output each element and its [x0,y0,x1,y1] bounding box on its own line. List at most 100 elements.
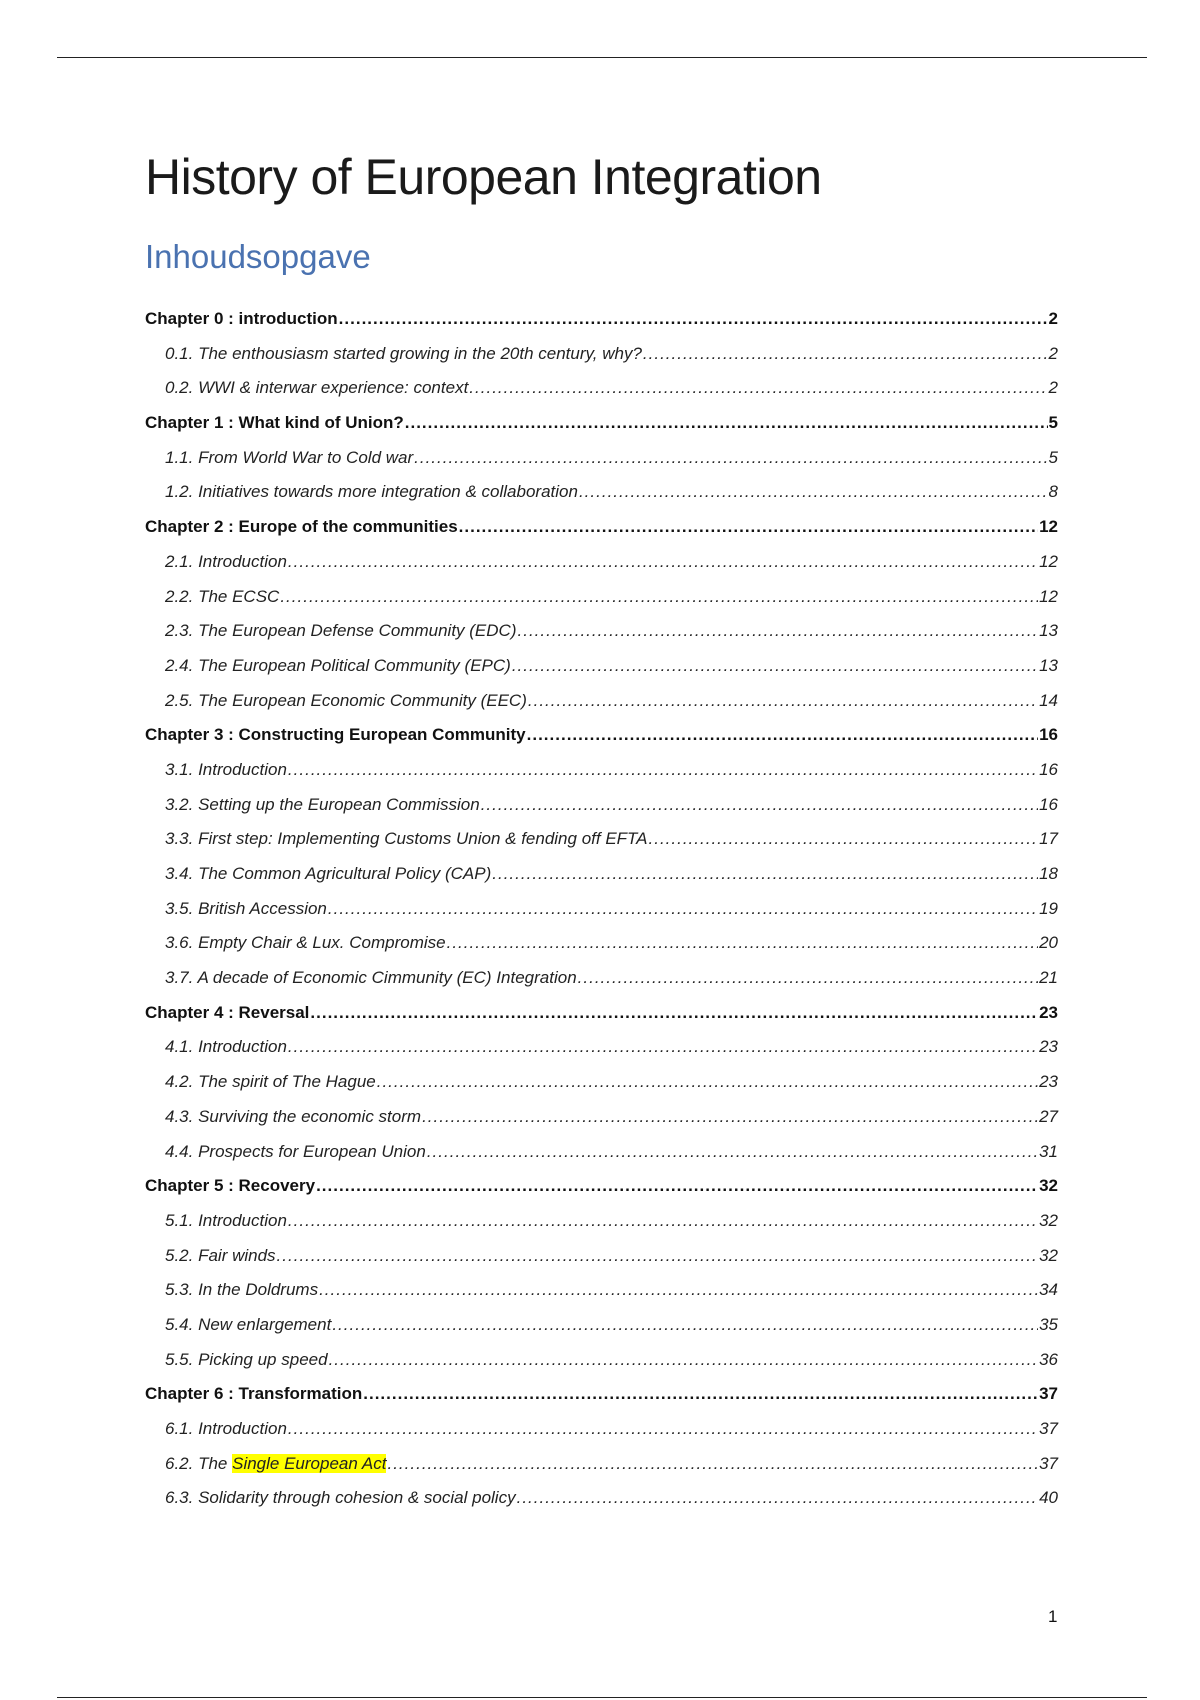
toc-entry-text: Chapter 6 : Transformation [145,1384,363,1404]
toc-entry-page: 34 [1039,1280,1058,1300]
toc-entry-text: Chapter 3 : Constructing European Commun… [145,725,526,745]
toc-entry-label: 2.5. The European Economic Community (EE… [165,684,527,719]
toc-entry-section[interactable]: 3.5. British Accession 19 [145,892,1058,927]
toc-entry-text: Chapter 5 : Recovery [145,1176,316,1196]
toc-entry-section[interactable]: 2.5. The European Economic Community (EE… [145,684,1058,719]
toc-entry-label: 3.7. A decade of Economic Cimmunity (EC)… [165,961,577,996]
toc-entry-section[interactable]: 5.3. In the Doldrums 34 [145,1273,1058,1308]
toc-entry-label: 6.2. The Single European Act [165,1447,387,1482]
toc-entry-text: 4.3. Surviving the economic storm [165,1106,422,1126]
toc-entry-page: 17 [1039,829,1058,849]
toc-entry-chapter[interactable]: Chapter 2 : Europe of the communities 12 [145,510,1058,545]
toc-entry-section[interactable]: 1.1. From World War to Cold war 5 [145,441,1058,476]
toc-entry-chapter[interactable]: Chapter 1 : What kind of Union? 5 [145,406,1058,441]
toc-entry-text: 5.5. Picking up speed [165,1349,328,1369]
toc-entry-label: 4.4. Prospects for European Union [165,1135,426,1170]
dot-leader [512,649,1038,684]
toc-entry-section[interactable]: 2.3. The European Defense Community (EDC… [145,614,1058,649]
toc-entry-label: 2.2. The ECSC [165,580,279,615]
bottom-rule [57,1697,1147,1698]
toc-entry-section[interactable]: 6.1. Introduction 37 [145,1412,1058,1447]
toc-entry-text: 1.2. Initiatives towards more integratio… [165,482,578,502]
dot-leader [288,1030,1038,1065]
dot-leader [332,1308,1038,1343]
toc-entry-label: 5.1. Introduction [165,1204,287,1239]
toc-entry-section[interactable]: 1.2. Initiatives towards more integratio… [145,475,1058,510]
toc-entry-text: Chapter 1 : What kind of Union? [145,413,404,433]
toc-entry-section[interactable]: 2.2. The ECSC 12 [145,580,1058,615]
toc-entry-chapter[interactable]: Chapter 4 : Reversal 23 [145,996,1058,1031]
toc-entry-label: Chapter 5 : Recovery [145,1169,315,1204]
toc-entry-section[interactable]: 5.1. Introduction 32 [145,1204,1058,1239]
toc-entry-section[interactable]: 2.4. The European Political Community (E… [145,649,1058,684]
toc-entry-chapter[interactable]: Chapter 6 : Transformation 37 [145,1377,1058,1412]
toc-entry-page: 36 [1039,1349,1058,1369]
toc-entry-chapter[interactable]: Chapter 3 : Constructing European Commun… [145,718,1058,753]
toc-entry-label: Chapter 1 : What kind of Union? [145,406,404,441]
toc-entry-chapter[interactable]: Chapter 0 : introduction 2 [145,302,1058,337]
toc-entry-page: 32 [1039,1210,1058,1230]
toc-entry-section[interactable]: 3.7. A decade of Economic Cimmunity (EC)… [145,961,1058,996]
toc-entry-section[interactable]: 3.6. Empty Chair & Lux. Compromise 20 [145,926,1058,961]
toc-entry-text: 6.3. Solidarity through cohesion & socia… [165,1488,516,1508]
dot-leader [447,926,1038,961]
toc-entry-text: 6.2. The [165,1453,233,1473]
dot-leader [339,302,1048,337]
toc-entry-section[interactable]: 5.4. New enlargement 35 [145,1308,1058,1343]
toc-entry-section[interactable]: 3.4. The Common Agricultural Policy (CAP… [145,857,1058,892]
toc-entry-section[interactable]: 2.1. Introduction 12 [145,545,1058,580]
toc-entry-label: 6.1. Introduction [165,1412,287,1447]
toc-entry-page: 12 [1039,517,1058,537]
toc-entry-text: 0.1. The enthousiasm started growing in … [165,343,642,363]
toc-entry-section[interactable]: 0.1. The enthousiasm started growing in … [145,337,1058,372]
toc-entry-text: Chapter 2 : Europe of the communities [145,517,458,537]
toc-entry-text: 3.3. First step: Implementing Customs Un… [165,829,648,849]
dot-leader [427,1135,1038,1170]
toc-entry-section[interactable]: 6.2. The Single European Act 37 [145,1447,1058,1482]
toc-entry-label: Chapter 3 : Constructing European Commun… [145,718,526,753]
toc-entry-page: 16 [1039,725,1058,745]
toc-entry-section[interactable]: 4.4. Prospects for European Union 31 [145,1135,1058,1170]
toc-entry-chapter[interactable]: Chapter 5 : Recovery 32 [145,1169,1058,1204]
dot-leader [469,371,1047,406]
dot-leader [422,1100,1038,1135]
toc-entry-page: 12 [1039,586,1058,606]
toc-entry-text: 3.5. British Accession [165,898,327,918]
dot-leader [329,1343,1039,1378]
toc-entry-label: 2.4. The European Political Community (E… [165,649,511,684]
dot-leader [414,441,1047,476]
toc-entry-page: 27 [1039,1106,1058,1126]
toc-entry-label: Chapter 6 : Transformation [145,1377,362,1412]
toc-entry-text: 3.1. Introduction [165,759,287,779]
toc-entry-section[interactable]: 0.2. WWI & interwar experience: context 2 [145,371,1058,406]
toc-entry-section[interactable]: 3.1. Introduction 16 [145,753,1058,788]
toc-entry-page: 13 [1039,621,1058,641]
dot-leader [518,614,1039,649]
toc-entry-section[interactable]: 3.2. Setting up the European Commission 1… [145,788,1058,823]
toc-heading: Inhoudsopgave [145,238,371,275]
toc-entry-text: 5.3. In the Doldrums [165,1280,319,1300]
toc-entry-section[interactable]: 4.3. Surviving the economic storm 27 [145,1100,1058,1135]
toc-entry-text: 4.1. Introduction [165,1037,287,1057]
dot-leader [363,1377,1038,1412]
toc-entry-label: 3.1. Introduction [165,753,287,788]
toc-entry-section[interactable]: 4.1. Introduction 23 [145,1030,1058,1065]
dot-leader [492,857,1038,892]
toc-entry-section[interactable]: 5.5. Picking up speed 36 [145,1343,1058,1378]
toc-entry-label: 3.5. British Accession [165,892,327,927]
toc-entry-section[interactable]: 4.2. The spirit of The Hague 23 [145,1065,1058,1100]
toc-entry-text: Chapter 4 : Reversal [145,1002,310,1022]
toc-entry-section[interactable]: 3.3. First step: Implementing Customs Un… [145,822,1058,857]
toc-entry-text: 3.6. Empty Chair & Lux. Compromise [165,933,446,953]
toc-entry-text: 5.4. New enlargement [165,1314,332,1334]
toc-entry-section[interactable]: 5.2. Fair winds 32 [145,1239,1058,1274]
toc-entry-label: 5.2. Fair winds [165,1239,276,1274]
toc-entry-page: 2 [1048,309,1058,328]
toc-entry-text: 5.2. Fair winds [165,1245,276,1265]
toc-entry-section[interactable]: 6.3. Solidarity through cohesion & socia… [145,1481,1058,1516]
toc-entry-text: 6.1. Introduction [165,1419,287,1438]
dot-leader [377,1065,1038,1100]
dot-leader [481,788,1038,823]
toc-entry-label: 4.1. Introduction [165,1030,287,1065]
dot-leader [517,1481,1038,1516]
